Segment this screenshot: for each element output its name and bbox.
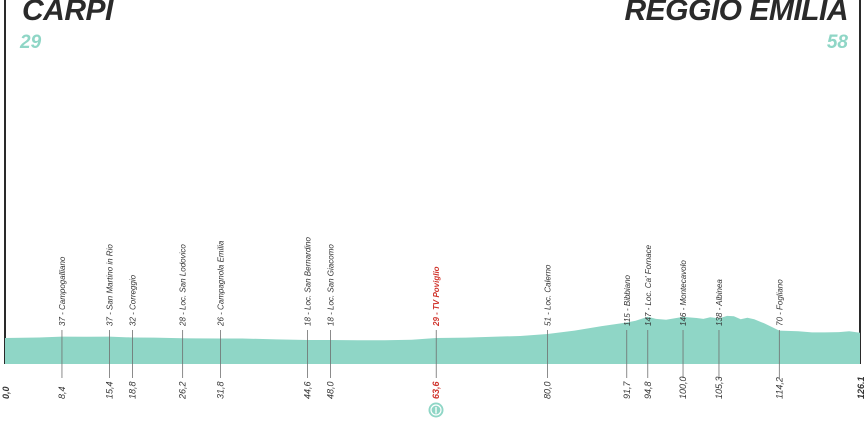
waypoint-km-label: 114,2 <box>774 377 784 399</box>
start-altitude: 29 <box>20 32 42 53</box>
waypoint-label: 138 - Albinea <box>715 279 724 326</box>
waypoint-km-label: 94,8 <box>643 381 653 399</box>
waypoint-label: 37 - Campogalliano <box>58 256 67 326</box>
waypoint-label-sprint: 29 - TV Poviglio <box>432 266 441 327</box>
waypoint-label: 32 - Correggio <box>128 274 137 326</box>
waypoint-km-label: 8,4 <box>57 386 67 399</box>
waypoint-label: 70 - Fogliano <box>775 279 784 326</box>
waypoint-label: 37 - San Martino in Rio <box>105 244 114 326</box>
waypoint-km-label: 26,2 <box>178 381 188 400</box>
waypoint-km-label: 15,4 <box>104 381 114 399</box>
waypoint-label: 51 - Loc. Calerno <box>543 264 552 326</box>
waypoint-label: 115 - Bibbiano <box>623 274 632 326</box>
waypoint-km-label: 31,8 <box>216 381 226 399</box>
waypoint-label: 146 - Montecavolo <box>679 260 688 326</box>
waypoint-km-label: 44,6 <box>302 381 312 399</box>
start-city-name: CARPI <box>22 0 113 27</box>
sprint-flag-label: I <box>435 406 438 416</box>
waypoint-label: 147 - Loc. Ca' Fornace <box>644 244 653 326</box>
waypoint-km-label: 91,7 <box>622 380 632 399</box>
waypoint-km-label: 18,8 <box>127 381 137 399</box>
waypoint-km-label: 80,0 <box>542 381 552 399</box>
waypoint-km-label: 48,0 <box>325 381 335 399</box>
waypoint-label: 26 - Campagnola Emilia <box>217 240 226 327</box>
sprint-flag-icon: I <box>428 402 444 418</box>
elevation-profile-area <box>5 315 860 364</box>
waypoint-km-label: 63,6 <box>431 380 441 399</box>
waypoint-label: 18 - Loc. San Giacomo <box>326 244 335 326</box>
x-tick-end: 126,1 <box>856 376 864 399</box>
waypoint-km-label: 100,0 <box>678 376 688 399</box>
finish-altitude: 58 <box>826 32 848 53</box>
waypoint-label: 18 - Loc. San Bernardino <box>303 237 312 326</box>
waypoint-km-label: 105,3 <box>714 376 724 399</box>
waypoint-label: 28 - Loc. San Lodovico <box>179 244 188 327</box>
x-tick-start: 0,0 <box>1 386 11 399</box>
finish-city-name: REGGIO EMILIA <box>624 0 848 27</box>
